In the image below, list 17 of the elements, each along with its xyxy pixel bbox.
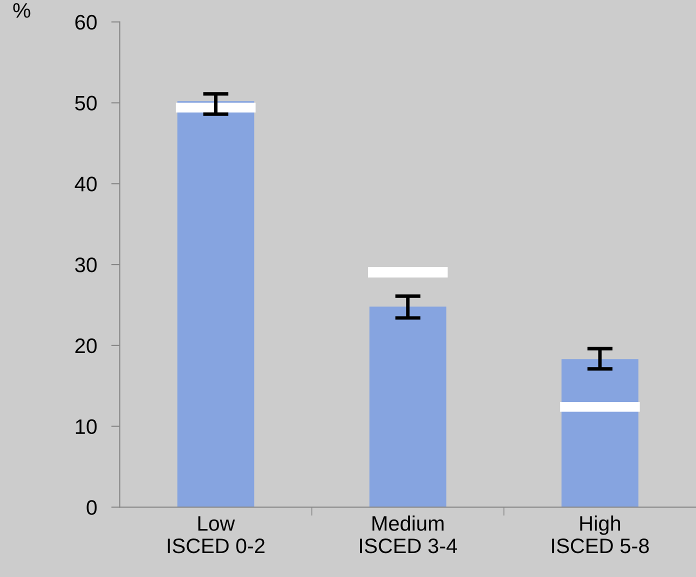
y-tick-label: 60 <box>75 14 97 30</box>
bar <box>368 266 448 278</box>
bar <box>369 306 446 508</box>
bar <box>560 402 640 412</box>
bar <box>176 102 256 113</box>
y-tick-label: 0 <box>86 500 97 515</box>
bar <box>177 101 254 508</box>
x-tick-label: Medium ISCED 3-4 <box>360 516 458 554</box>
y-tick-label: 50 <box>75 96 97 111</box>
y-tick-label: 40 <box>74 176 97 192</box>
y-tick-label: 10 <box>76 419 97 434</box>
y-tick-label: 30 <box>75 258 97 272</box>
bar <box>562 359 638 508</box>
x-tick-label: Low ISCED 0-2 <box>168 516 264 554</box>
x-tick-label: High ISCED 5-8 <box>552 516 649 554</box>
y-axis-title: % <box>13 3 30 18</box>
y-tick-label: 20 <box>75 338 97 354</box>
